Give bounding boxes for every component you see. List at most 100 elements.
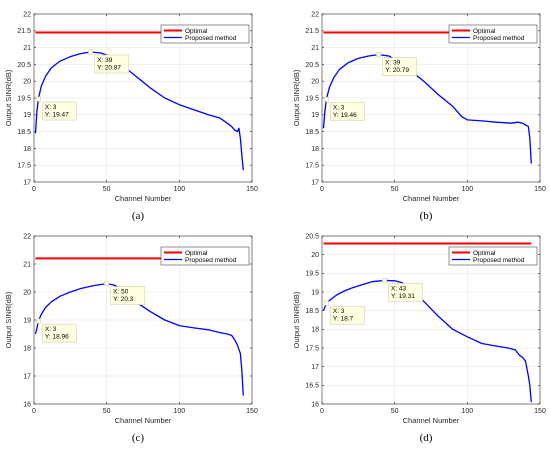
x-tick-label: 0	[32, 408, 36, 415]
y-tick-label: 16.5	[305, 383, 319, 390]
x-tick-label: 0	[32, 186, 36, 193]
datatip-y: Y: 19.46	[333, 112, 357, 119]
x-tick-label: 50	[391, 408, 399, 415]
x-tick-label: 150	[246, 186, 258, 193]
datatip-y: Y: 20.3	[113, 296, 134, 303]
y-tick-label: 18	[311, 327, 319, 334]
chart-panel-1: 0 50 100 150 17 17.5 18 18.5 19 19.5 20 20.5 21 21.5 2…	[4, 11, 258, 222]
legend-entry: Proposed method	[473, 35, 525, 42]
y-tick-label: 20.5	[305, 233, 319, 240]
datatip-marker	[104, 281, 110, 287]
datatip-x: X: 3	[333, 104, 345, 111]
datatip-marker	[323, 96, 329, 102]
y-tick-label: 19	[23, 112, 31, 119]
datatip-x: X: 3	[333, 308, 345, 315]
legend-entry: Proposed method	[185, 257, 237, 264]
y-tick-label: 19.5	[305, 271, 319, 278]
y-tick-label: 21.5	[305, 28, 319, 35]
panel-label: (a)	[132, 210, 145, 222]
x-tick-label: 50	[103, 186, 111, 193]
panel-label: (b)	[420, 210, 433, 222]
x-tick-label: 100	[173, 408, 185, 415]
datatip: X: 3Y: 18.7	[323, 300, 365, 325]
legend-box	[160, 246, 250, 266]
y-tick-label: 17	[23, 373, 31, 380]
datatip: X: 43Y: 19.31	[382, 277, 423, 302]
datatip-x: X: 3	[45, 104, 57, 111]
proposed-method-line	[34, 51, 244, 171]
legend-box	[448, 246, 538, 266]
y-tick-label: 20	[311, 252, 319, 259]
datatip-box	[110, 286, 145, 305]
y-tick-label: 18.5	[305, 308, 319, 315]
datatip-marker	[323, 300, 329, 306]
legend-box	[448, 24, 538, 44]
y-tick-label: 21	[311, 45, 319, 52]
x-tick-label: 150	[246, 408, 258, 415]
y-tick-label: 21.5	[17, 28, 31, 35]
y-tick-label: 20	[23, 289, 31, 296]
datatip: X: 3Y: 18.96	[35, 318, 77, 343]
y-tick-label: 21	[23, 45, 31, 52]
x-axis-label: Channel Number	[403, 416, 460, 425]
datatip: X: 3Y: 19.46	[323, 96, 365, 121]
datatip: X: 39Y: 20.79	[376, 52, 417, 76]
y-tick-label: 18	[311, 146, 319, 153]
datatip-box	[388, 283, 423, 302]
y-tick-label: 17.5	[305, 345, 319, 352]
y-tick-label: 22	[23, 233, 31, 240]
axes-frame	[321, 235, 541, 405]
y-tick-label: 19.5	[305, 95, 319, 102]
x-axis-label: Channel Number	[403, 194, 460, 203]
datatip-box	[42, 323, 77, 343]
chart-panel-3: 0 50 100 150 16 17 18 19 20 21 22 Channel Number Out…	[4, 233, 258, 444]
panel-label: (d)	[420, 432, 433, 444]
y-tick-label: 17	[311, 179, 319, 186]
x-tick-label: 100	[461, 186, 473, 193]
y-axis-label: Output SINR(dB)	[4, 291, 13, 348]
datatip: X: 39Y: 20.87	[88, 49, 129, 74]
datatip-x: X: 39	[97, 57, 113, 64]
y-tick-label: 19.5	[17, 95, 31, 102]
y-tick-label: 19	[311, 289, 319, 296]
y-tick-label: 19	[311, 112, 319, 119]
y-tick-label: 18.5	[305, 129, 319, 136]
y-axis-label: Output SINR(dB)	[292, 69, 301, 126]
datatip-x: X: 43	[391, 285, 407, 292]
y-tick-label: 20	[23, 79, 31, 86]
datatip-y: Y: 18.7	[333, 316, 354, 323]
datatip-box	[330, 102, 365, 121]
y-tick-label: 16	[23, 401, 31, 408]
y-tick-label: 16	[311, 401, 319, 408]
datatip-marker	[376, 52, 382, 58]
x-axis-label: Channel Number	[115, 194, 172, 203]
datatip-box	[42, 101, 77, 121]
datatip-box	[382, 57, 417, 76]
x-tick-label: 0	[320, 186, 324, 193]
legend-entry: Proposed method	[185, 35, 237, 42]
legend-entry: Optimal	[473, 250, 496, 257]
y-tick-label: 22	[311, 11, 319, 18]
proposed-method-line	[322, 54, 532, 164]
datatip-x: X: 39	[385, 60, 401, 67]
legend-entry: Optimal	[185, 250, 208, 257]
x-axis-label: Channel Number	[115, 416, 172, 425]
datatip-y: Y: 19.47	[45, 112, 69, 119]
y-axis-label: Output SINR(dB)	[4, 69, 13, 126]
y-tick-label: 17	[23, 179, 31, 186]
y-tick-label: 17.5	[17, 163, 31, 170]
legend-box	[160, 24, 250, 44]
datatip-marker	[88, 49, 94, 55]
x-tick-label: 100	[461, 408, 473, 415]
legend-entry: Optimal	[473, 28, 496, 35]
datatip-x: X: 50	[113, 289, 129, 296]
y-tick-label: 19	[23, 317, 31, 324]
y-axis-label: Output SINR(dB)	[292, 291, 301, 348]
x-tick-label: 100	[173, 186, 185, 193]
y-tick-label: 21	[23, 261, 31, 268]
datatip-y: Y: 19.31	[391, 293, 415, 300]
datatip-marker	[382, 277, 387, 283]
x-tick-label: 150	[534, 408, 546, 415]
